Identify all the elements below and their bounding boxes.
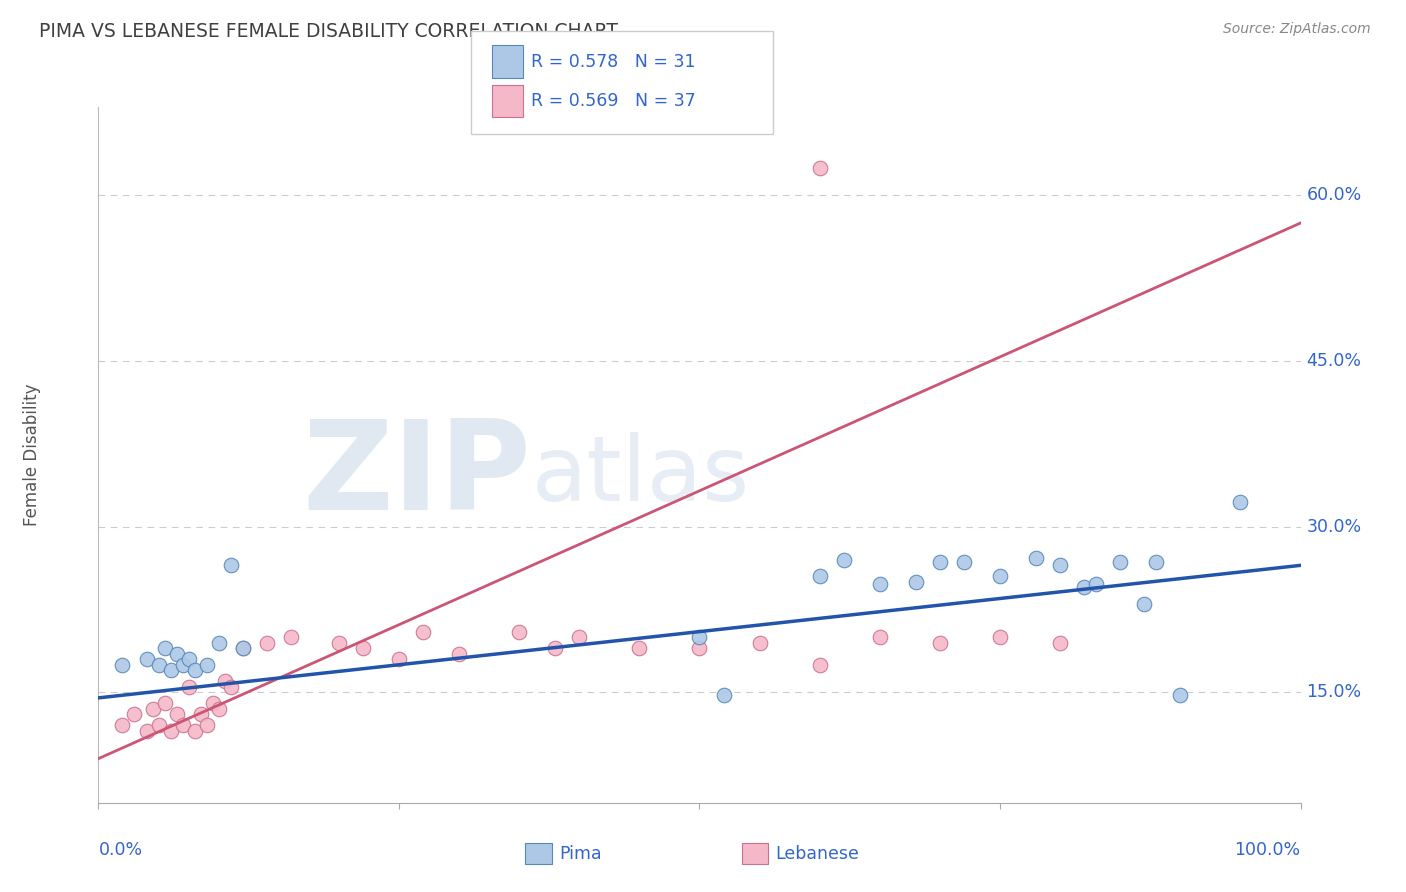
Point	[832, 553, 855, 567]
Point	[1073, 581, 1095, 595]
Point	[412, 624, 434, 639]
Point	[869, 630, 891, 644]
Point	[232, 641, 254, 656]
Point	[219, 558, 242, 573]
Point	[256, 635, 278, 649]
Point	[201, 697, 224, 711]
Point	[135, 652, 157, 666]
Point	[172, 657, 194, 672]
Point	[159, 724, 181, 739]
Point	[280, 630, 302, 644]
Point	[159, 663, 181, 677]
Text: PIMA VS LEBANESE FEMALE DISABILITY CORRELATION CHART: PIMA VS LEBANESE FEMALE DISABILITY CORRE…	[39, 22, 619, 41]
Point	[183, 663, 205, 677]
Point	[153, 697, 176, 711]
Point	[177, 680, 200, 694]
Point	[447, 647, 470, 661]
Point	[166, 647, 188, 661]
Point	[183, 724, 205, 739]
Text: 45.0%: 45.0%	[1306, 352, 1361, 370]
Point	[328, 635, 350, 649]
Point	[869, 577, 891, 591]
Point	[713, 688, 735, 702]
Text: Source: ZipAtlas.com: Source: ZipAtlas.com	[1223, 22, 1371, 37]
Point	[544, 641, 567, 656]
Point	[688, 630, 710, 644]
Text: Lebanese: Lebanese	[775, 845, 859, 863]
Point	[148, 718, 170, 732]
Text: ZIP: ZIP	[302, 416, 531, 536]
Point	[148, 657, 170, 672]
Point	[135, 724, 157, 739]
Point	[141, 702, 163, 716]
Point	[988, 569, 1011, 583]
Point	[748, 635, 770, 649]
Point	[214, 674, 236, 689]
Point	[1109, 555, 1132, 569]
Point	[177, 652, 200, 666]
Point	[808, 161, 831, 175]
Point	[928, 555, 950, 569]
Point	[124, 707, 146, 722]
FancyBboxPatch shape	[526, 843, 551, 864]
Point	[190, 707, 212, 722]
Point	[1025, 550, 1047, 565]
Point	[928, 635, 950, 649]
Text: R = 0.569   N = 37: R = 0.569 N = 37	[531, 92, 696, 110]
Point	[208, 635, 231, 649]
Point	[195, 657, 218, 672]
Point	[904, 574, 927, 589]
Point	[1049, 635, 1071, 649]
Point	[172, 718, 194, 732]
Text: Female Disability: Female Disability	[24, 384, 41, 526]
Point	[1049, 558, 1071, 573]
Point	[808, 569, 831, 583]
Point	[111, 657, 134, 672]
Point	[352, 641, 374, 656]
Point	[1133, 597, 1156, 611]
Point	[568, 630, 591, 644]
Text: 0.0%: 0.0%	[98, 841, 142, 859]
Point	[219, 680, 242, 694]
Text: 15.0%: 15.0%	[1306, 683, 1361, 701]
Point	[1170, 688, 1192, 702]
Text: Pima: Pima	[558, 845, 602, 863]
Point	[628, 641, 651, 656]
Point	[508, 624, 530, 639]
Point	[988, 630, 1011, 644]
Point	[166, 707, 188, 722]
Point	[388, 652, 411, 666]
Text: R = 0.578   N = 31: R = 0.578 N = 31	[531, 53, 696, 70]
Point	[688, 641, 710, 656]
Point	[195, 718, 218, 732]
Point	[111, 718, 134, 732]
Text: atlas: atlas	[531, 432, 749, 520]
Text: 100.0%: 100.0%	[1234, 841, 1301, 859]
Text: 30.0%: 30.0%	[1306, 517, 1361, 536]
Point	[953, 555, 976, 569]
Point	[1085, 577, 1108, 591]
Point	[208, 702, 231, 716]
Point	[232, 641, 254, 656]
Point	[1229, 495, 1251, 509]
Point	[1144, 555, 1167, 569]
Point	[153, 641, 176, 656]
Point	[808, 657, 831, 672]
FancyBboxPatch shape	[741, 843, 768, 864]
Text: 60.0%: 60.0%	[1306, 186, 1362, 204]
